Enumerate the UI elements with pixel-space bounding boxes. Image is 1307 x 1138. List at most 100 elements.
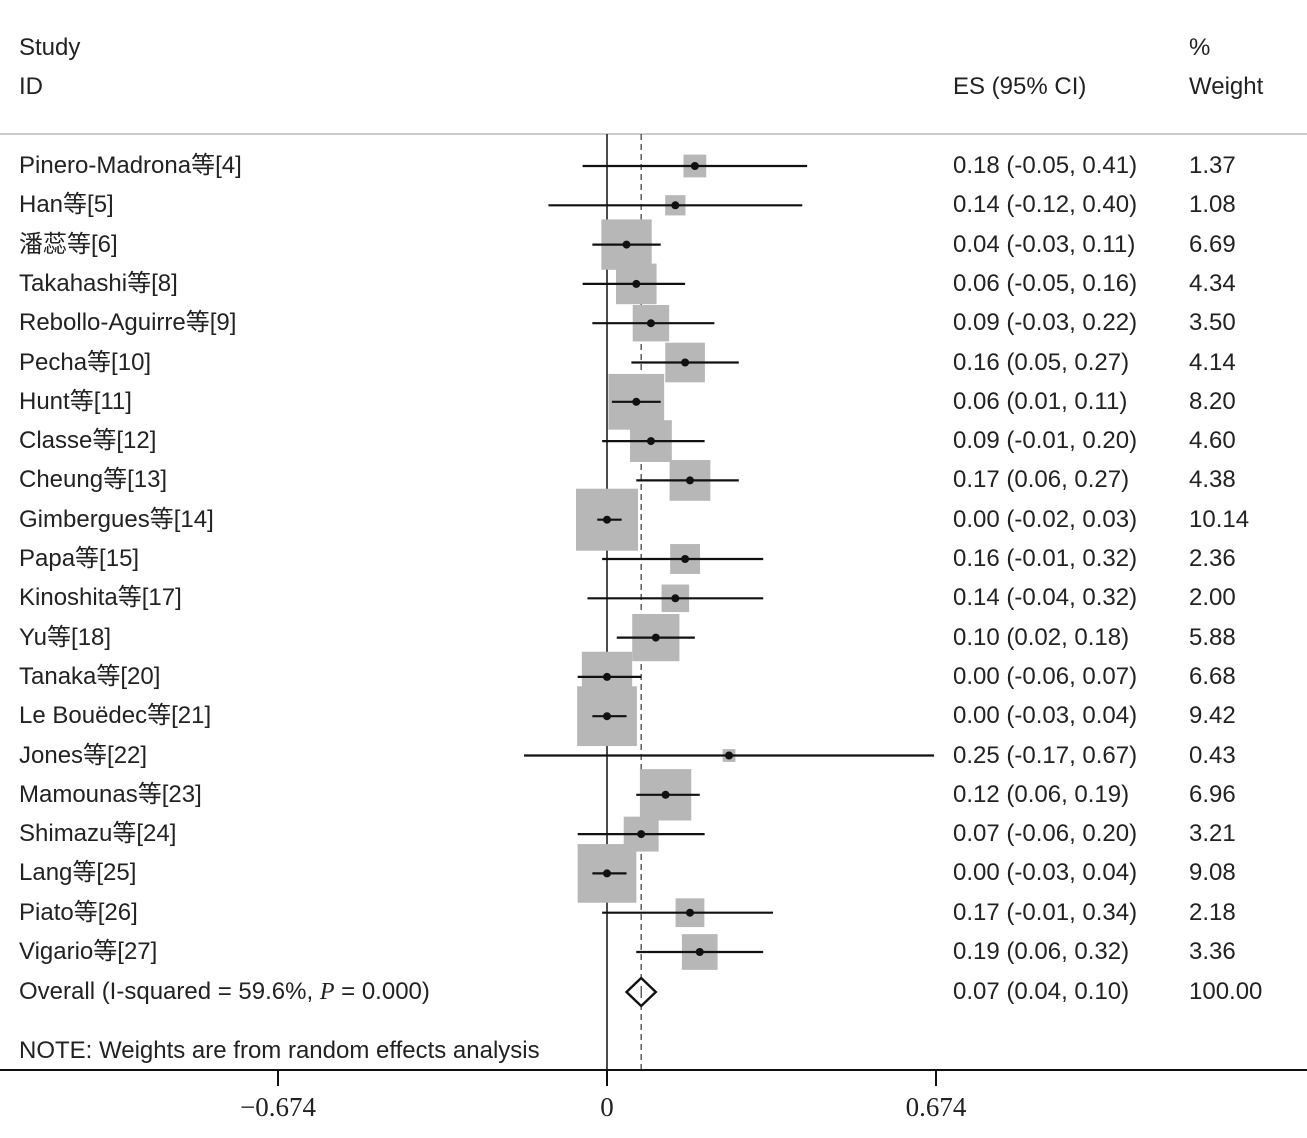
overall-label: Overall (I-squared = 59.6%, P = 0.000) — [19, 978, 430, 1006]
effect-point — [725, 751, 734, 760]
study-label: 潘蕊等[6] — [19, 230, 118, 258]
study-ci-text: 0.00 (-0.02, 0.03) — [953, 505, 1138, 533]
study-ci-text: 0.09 (-0.03, 0.22) — [953, 309, 1138, 337]
study-weight-text: 4.60 — [1189, 427, 1236, 455]
study-ci-text: 0.16 (-0.01, 0.32) — [953, 545, 1138, 572]
effect-point — [637, 830, 646, 839]
study-weight-text: 5.88 — [1189, 623, 1236, 651]
study-label: Lang等[25] — [19, 859, 137, 887]
effect-point — [671, 594, 680, 603]
study-label: Kinoshita等[17] — [19, 584, 182, 612]
study-label: Gimbergues等[14] — [19, 505, 214, 533]
study-weight-text: 9.42 — [1189, 702, 1236, 730]
overall-weight-text: 100.00 — [1189, 978, 1263, 1005]
study-label: Yu等[18] — [19, 623, 112, 651]
effect-point — [603, 869, 611, 878]
study-label: Vigario等[27] — [19, 938, 158, 965]
study-ci-text: 0.09 (-0.01, 0.20) — [953, 427, 1138, 455]
study-label: Piato等[26] — [19, 898, 138, 926]
study-label: Le Bouëdec等[21] — [19, 702, 212, 730]
study-label: Classe等[12] — [19, 427, 157, 455]
effect-point — [603, 712, 611, 721]
effect-point — [681, 358, 690, 367]
study-ci-text: 0.06 (0.01, 0.11) — [953, 387, 1128, 415]
weight-header-line1: % — [1189, 34, 1211, 61]
study-label: Papa等[15] — [19, 545, 140, 572]
effect-point — [661, 790, 670, 799]
overall-label-suffix: = 0.000) — [334, 978, 430, 1005]
study-weight-text: 2.36 — [1189, 545, 1236, 572]
study-label: Pinero-Madrona等[4] — [19, 152, 242, 179]
study-weight-text: 2.00 — [1189, 584, 1236, 612]
effect-point — [690, 162, 699, 170]
study-ci-text: 0.12 (0.06, 0.19) — [953, 780, 1130, 808]
study-ci-text: 0.14 (-0.12, 0.40) — [953, 191, 1138, 219]
study-label: Takahashi等[8] — [19, 269, 178, 297]
overall-label-prefix: Overall (I-squared = 59.6%, — [19, 978, 320, 1005]
study-ci-text: 0.00 (-0.03, 0.04) — [953, 702, 1138, 730]
study-label: Jones等[22] — [19, 741, 148, 769]
study-ci-text: 0.06 (-0.05, 0.16) — [953, 269, 1138, 297]
study-ci-text: 0.07 (-0.06, 0.20) — [953, 820, 1138, 848]
study-ci-text: 0.14 (-0.04, 0.32) — [953, 584, 1138, 612]
study-weight-text: 10.14 — [1189, 505, 1250, 533]
study-ci-text: 0.17 (-0.01, 0.34) — [953, 898, 1138, 926]
study-weight-text: 3.36 — [1189, 938, 1236, 965]
effect-point — [603, 515, 611, 524]
study-weight-text: 4.38 — [1189, 466, 1236, 494]
study-weight-text: 6.69 — [1189, 230, 1236, 258]
effect-point — [671, 201, 680, 210]
study-ci-text: 0.17 (0.06, 0.27) — [953, 466, 1130, 494]
study-label: Cheung等[13] — [19, 466, 168, 494]
study-header-line1: Study — [19, 34, 81, 61]
study-ci-text: 0.00 (-0.06, 0.07) — [953, 662, 1138, 690]
overall-label-p: P — [319, 979, 335, 1005]
effect-point — [685, 476, 694, 485]
effect-point — [651, 633, 660, 642]
x-tick-label: 0.674 — [905, 1092, 967, 1122]
effect-point — [646, 437, 655, 446]
study-weight-text: 6.96 — [1189, 780, 1236, 808]
study-ci-text: 0.00 (-0.03, 0.04) — [953, 859, 1138, 887]
note-text: NOTE: Weights are from random effects an… — [19, 1037, 540, 1064]
study-weight-text: 4.14 — [1189, 348, 1236, 376]
weight-header-line2: Weight — [1189, 73, 1264, 100]
study-label: Pecha等[10] — [19, 348, 152, 376]
study-weight-text: 1.37 — [1189, 152, 1236, 179]
study-ci-text: 0.04 (-0.03, 0.11) — [953, 230, 1136, 258]
overall-ci-text: 0.07 (0.04, 0.10) — [953, 978, 1130, 1005]
effect-point — [681, 555, 690, 563]
study-ci-text: 0.10 (0.02, 0.18) — [953, 623, 1130, 651]
study-label: Hunt等[11] — [19, 387, 132, 415]
study-weight-text: 3.21 — [1189, 820, 1236, 848]
effect-point — [695, 948, 704, 956]
study-label: Tanaka等[20] — [19, 662, 161, 690]
study-weight-text: 9.08 — [1189, 859, 1236, 887]
study-ci-text: 0.19 (0.06, 0.32) — [953, 938, 1130, 965]
study-ci-text: 0.18 (-0.05, 0.41) — [953, 152, 1138, 179]
study-header-line2: ID — [19, 73, 43, 100]
study-weight-text: 3.50 — [1189, 309, 1236, 337]
study-weight-text: 8.20 — [1189, 387, 1236, 415]
effect-point — [622, 240, 631, 249]
study-label: Rebollo-Aguirre等[9] — [19, 309, 237, 337]
study-weight-text: 0.43 — [1189, 741, 1236, 769]
study-ci-text: 0.25 (-0.17, 0.67) — [953, 741, 1138, 769]
effect-point — [632, 397, 641, 406]
study-label: Shimazu等[24] — [19, 820, 177, 848]
effect-point — [646, 319, 655, 328]
study-weight-text: 4.34 — [1189, 269, 1236, 297]
x-tick-label: 0 — [600, 1092, 614, 1122]
study-weight-text: 2.18 — [1189, 898, 1236, 926]
x-tick-label: −0.674 — [240, 1092, 316, 1122]
study-label: Han等[5] — [19, 191, 114, 219]
study-label: Mamounas等[23] — [19, 780, 202, 808]
study-weight-text: 6.68 — [1189, 662, 1236, 690]
effect-point — [685, 908, 694, 917]
effect-point — [603, 672, 611, 681]
effect-point — [632, 279, 641, 288]
study-weight-text: 1.08 — [1189, 191, 1236, 219]
es-header: ES (95% CI) — [953, 73, 1087, 100]
study-ci-text: 0.16 (0.05, 0.27) — [953, 348, 1130, 376]
